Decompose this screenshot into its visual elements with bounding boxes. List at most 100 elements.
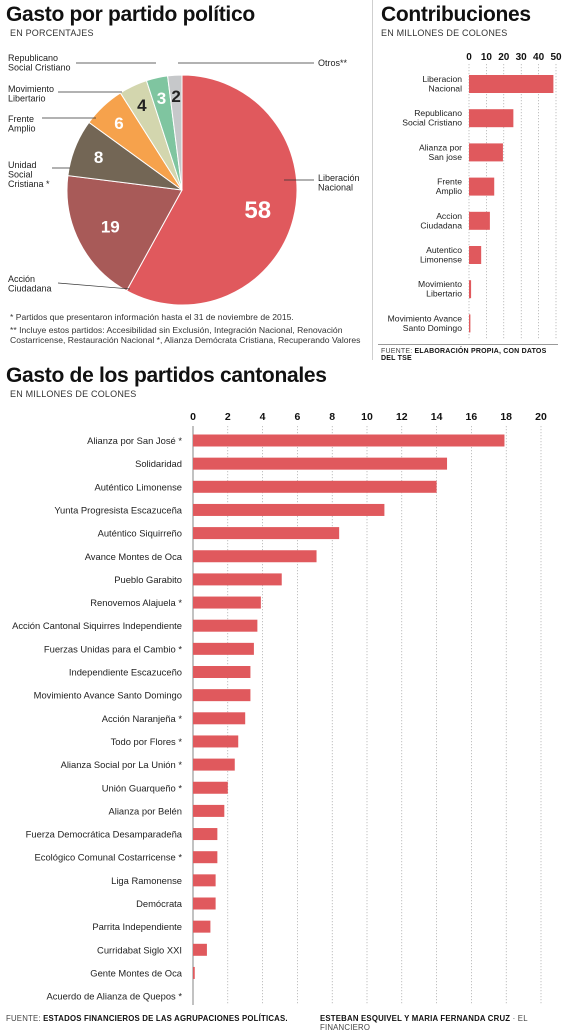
- cantonal-label-alianza-por-belen: Alianza por Belén: [109, 805, 183, 816]
- cantonal-label-autentico-limonense: Auténtico Limonense: [94, 481, 182, 492]
- contrib-bar-frente-amplio: [469, 177, 495, 196]
- cantonal-label-union-guarqueno: Unión Guarqueño *: [102, 782, 183, 793]
- contrib-bar-movimiento-avance-santo-domingo: [469, 314, 471, 333]
- cantonal-label-ecologico-comunal-costarricense: Ecológico Comunal Costarricense *: [35, 852, 183, 863]
- pie-value-accion-ciudadana: 19: [101, 218, 120, 237]
- cantonal-chart-title: Gasto de los partidos cantonales: [6, 364, 327, 387]
- contrib-bar-movimiento-libertario: [469, 280, 472, 299]
- cantonal-bar-independiente-escazuceno: [193, 666, 251, 678]
- cantonal-bar-autentico-limonense: [193, 480, 437, 493]
- pie-value-frente-amplio: 6: [114, 114, 123, 133]
- contrib-label-liberacion-nacional: Liberacion Nacional: [422, 74, 462, 94]
- cantonal-tick-8: 8: [329, 411, 335, 423]
- cantonal-bar-union-guarqueno: [193, 781, 228, 794]
- contrib-chart-subtitle: EN MILLONES DE COLONES: [381, 28, 508, 38]
- cantonal-label-accion-cantonal-siquirres-independiente: Acción Cantonal Siquirres Independiente: [12, 620, 182, 631]
- cantonal-label-acuerdo-de-alianza-de-quepos: Acuerdo de Alianza de Quepos *: [46, 991, 182, 1002]
- contrib-label-frente-amplio: Frente Amplio: [436, 177, 462, 197]
- pie-label-movimiento-libertario: Movimiento Libertario: [8, 84, 54, 104]
- cantonal-bar-ecologico-comunal-costarricense: [193, 851, 218, 864]
- cantonal-bar-movimiento-avance-santo-domingo: [193, 689, 251, 702]
- cantonal-label-movimiento-avance-santo-domingo: Movimiento Avance Santo Domingo: [34, 690, 182, 701]
- cantonal-tick-4: 4: [260, 411, 266, 423]
- contrib-chart-title: Contribuciones: [381, 3, 531, 26]
- cantonal-label-gente-montes-de-oca: Gente Montes de Oca: [90, 967, 183, 978]
- pie-slice-accion-ciudadana: [66, 175, 183, 292]
- contrib-tick-20: 20: [498, 52, 510, 63]
- pie-value-unidad-social-cristiana: 8: [94, 148, 103, 167]
- cantonal-tick-14: 14: [431, 411, 443, 423]
- cantonal-bar-accion-naranjena: [193, 712, 246, 725]
- contrib-label-republicano-social-cristiano: Republicano Social Cristiano: [402, 108, 462, 128]
- cantonal-label-renovemos-alajuela: Renovemos Alajuela *: [90, 597, 182, 608]
- contrib-bar-republicano-social-cristiano: [469, 109, 514, 128]
- cantonal-bar-liga-ramonense: [193, 874, 216, 887]
- cantonal-bar-fuerza-democratica-desamparadena: [193, 828, 218, 841]
- pie-label-liberacion-nacional: Liberación Nacional: [318, 173, 360, 193]
- contrib-tick-40: 40: [533, 52, 545, 63]
- cantonal-bar-autentico-siquirreno: [193, 527, 340, 540]
- cantonal-bar-parrita-independiente: [193, 920, 211, 933]
- pie-label-accion-ciudadana: Acción Ciudadana: [8, 274, 52, 294]
- cantonal-bar-avance-montes-de-oca: [193, 550, 317, 563]
- pie-note-partial-reports: * Partidos que presentaron información h…: [10, 312, 294, 322]
- contrib-tick-10: 10: [481, 52, 493, 63]
- contrib-tick-30: 30: [516, 52, 528, 63]
- pie-value-otros: 2: [171, 87, 180, 106]
- cantonal-tick-2: 2: [225, 411, 231, 423]
- cantonal-tick-20: 20: [535, 411, 547, 423]
- cantonal-bar-yunta-progresista-escazucena: [193, 503, 385, 516]
- cantonal-bar-solidaridad: [193, 457, 448, 470]
- pie-chart-subtitle: EN PORCENTAJES: [10, 28, 94, 38]
- cantonal-label-liga-ramonense: Liga Ramonense: [111, 875, 182, 886]
- cantonal-bar-gente-montes-de-oca: [193, 966, 195, 979]
- contrib-bar-accion-ciudadana: [469, 211, 490, 230]
- cantonal-bar-fuerzas-unidas-para-el-cambio: [193, 642, 254, 655]
- pie-chart-title: Gasto por partido político: [6, 3, 255, 26]
- section-divider: [372, 0, 373, 360]
- contrib-label-autentico-limonense: Autentico Limonense: [420, 245, 462, 265]
- contrib-bar-autentico-limonense: [469, 246, 482, 264]
- pie-slice-otros: [167, 74, 183, 191]
- contrib-label-alianza-por-san-jose: Alianza por San jose: [419, 142, 462, 162]
- cantonal-label-parrita-independiente: Parrita Independiente: [92, 921, 182, 932]
- contrib-source: FUENTE: ELABORACIÓN PROPIA, CON DATOS DE…: [381, 348, 547, 362]
- pie-label-unidad-social-cristiana: Unidad Social Cristiana *: [8, 160, 50, 189]
- cantonal-bar-todo-por-flores: [193, 735, 239, 748]
- cantonal-label-fuerzas-unidas-para-el-cambio: Fuerzas Unidas para el Cambio *: [44, 643, 182, 654]
- contrib-bar-alianza-por-san-jose: [469, 143, 503, 162]
- cantonal-bar-alianza-social-por-la-union: [193, 758, 235, 771]
- footer-credits: ESTEBAN ESQUIVEL Y MARIA FERNANDA CRUZ ·…: [320, 1014, 528, 1032]
- cantonal-bar-alianza-por-belen: [193, 804, 225, 817]
- contrib-label-movimiento-avance-santo-domingo: Movimiento Avance Santo Domingo: [388, 313, 463, 333]
- cantonal-chart-subtitle: EN MILLONES DE COLONES: [10, 389, 137, 399]
- cantonal-bar-chart: 0 2 4 6 8 10 12 14 16 18 20 Alianza por San José * S…: [12, 411, 547, 1005]
- pie-leader-line: [57, 282, 131, 290]
- cantonal-label-alianza-por-san-jose: Alianza por San José *: [87, 435, 182, 446]
- cantonal-bar-pueblo-garabito: [193, 573, 282, 586]
- cantonal-tick-18: 18: [500, 411, 512, 423]
- contrib-bar-chart: 0 10 20 30 40 50 Liberacion Nacional Republicano…: [388, 52, 562, 340]
- cantonal-bar-curridabat-siglo-xxi: [193, 943, 207, 956]
- contrib-label-accion-ciudadana: Accion Ciudadana: [420, 211, 462, 231]
- contrib-tick-50: 50: [550, 52, 562, 63]
- contrib-source-rule: [378, 344, 558, 345]
- pie-label-otros: Otros**: [318, 58, 348, 68]
- cantonal-tick-16: 16: [466, 411, 478, 423]
- pie-chart: 58 Liberación Nacional 19 Acción Ciudadana 8 Un…: [8, 53, 360, 306]
- cantonal-bar-democrata: [193, 897, 216, 910]
- cantonal-label-todo-por-flores: Todo por Flores *: [111, 736, 183, 747]
- cantonal-label-fuerza-democratica-desamparadena: Fuerza Democrática Desamparadeña: [26, 829, 183, 840]
- cantonal-tick-10: 10: [361, 411, 373, 423]
- cantonal-label-pueblo-garabito: Pueblo Garabito: [114, 574, 182, 585]
- cantonal-label-autentico-siquirreno: Auténtico Siquirreño: [98, 528, 182, 539]
- pie-value-movimiento-libertario: 4: [137, 96, 147, 115]
- contrib-label-movimiento-libertario: Movimiento Libertario: [418, 279, 462, 299]
- cantonal-label-avance-montes-de-oca: Avance Montes de Oca: [85, 551, 183, 562]
- cantonal-tick-12: 12: [396, 411, 408, 423]
- cantonal-label-democrata: Demócrata: [136, 898, 183, 909]
- cantonal-label-accion-naranjena: Acción Naranjeña *: [102, 713, 183, 724]
- cantonal-tick-0: 0: [190, 411, 196, 423]
- cantonal-label-curridabat-siglo-xxi: Curridabat Siglo XXI: [97, 944, 182, 955]
- pie-value-liberacion-nacional: 58: [244, 197, 271, 224]
